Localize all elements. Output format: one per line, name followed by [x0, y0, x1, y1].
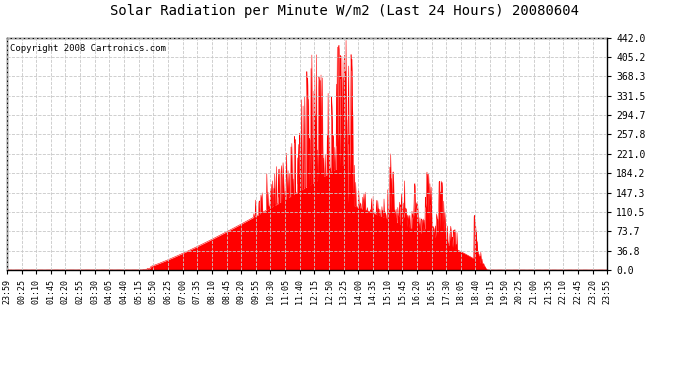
- Text: Solar Radiation per Minute W/m2 (Last 24 Hours) 20080604: Solar Radiation per Minute W/m2 (Last 24…: [110, 4, 580, 18]
- Text: Copyright 2008 Cartronics.com: Copyright 2008 Cartronics.com: [10, 45, 166, 54]
